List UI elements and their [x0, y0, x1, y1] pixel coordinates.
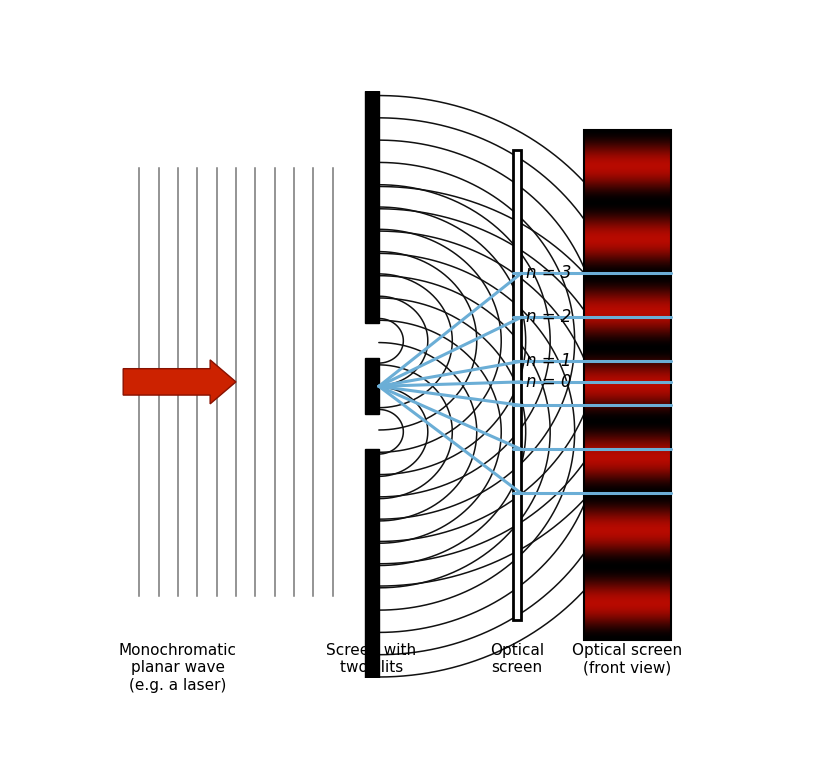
Bar — [583, 130, 671, 640]
FancyArrow shape — [123, 360, 236, 404]
Text: Screen with
two slits: Screen with two slits — [326, 643, 416, 675]
Text: n = 0: n = 0 — [526, 373, 572, 391]
Text: Optical screen
(front view): Optical screen (front view) — [572, 643, 682, 675]
Bar — [513, 150, 521, 620]
Text: Monochromatic
planar wave
(e.g. a laser): Monochromatic planar wave (e.g. a laser) — [119, 643, 237, 693]
Bar — [365, 450, 379, 678]
Text: n = 1: n = 1 — [526, 352, 572, 370]
Bar — [365, 358, 379, 415]
Text: n = 2: n = 2 — [526, 309, 572, 326]
Text: n = 3: n = 3 — [526, 264, 572, 283]
Text: Optical
screen: Optical screen — [489, 643, 543, 675]
Bar — [365, 91, 379, 323]
